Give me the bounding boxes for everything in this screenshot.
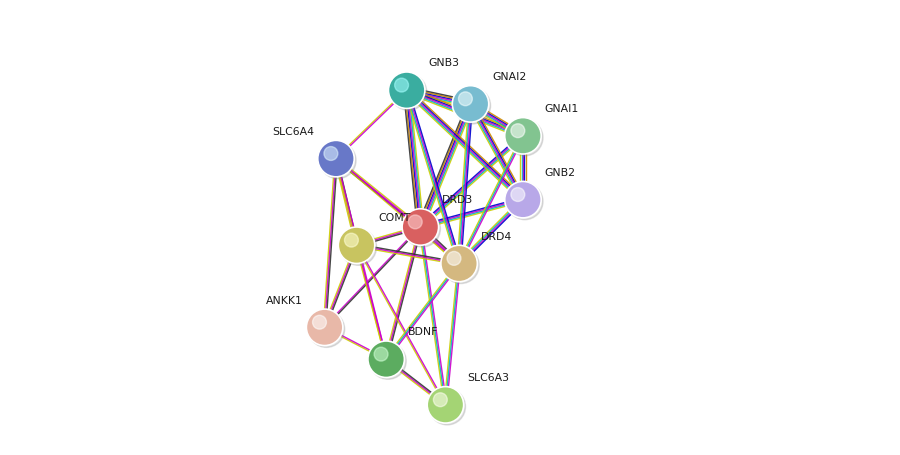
Circle shape: [308, 311, 345, 348]
Circle shape: [318, 141, 355, 177]
Text: DRD3: DRD3: [442, 195, 473, 205]
Circle shape: [404, 211, 440, 248]
Circle shape: [441, 246, 477, 282]
Circle shape: [505, 118, 541, 155]
Circle shape: [312, 316, 327, 329]
Text: GNAI1: GNAI1: [544, 104, 579, 114]
Text: SLC6A4: SLC6A4: [272, 126, 314, 136]
Circle shape: [368, 341, 404, 378]
Circle shape: [409, 216, 422, 229]
Circle shape: [511, 125, 525, 138]
Circle shape: [453, 86, 489, 123]
Circle shape: [370, 343, 406, 379]
Circle shape: [511, 188, 525, 202]
Circle shape: [389, 73, 425, 109]
Text: ANKK1: ANKK1: [266, 295, 302, 305]
Circle shape: [338, 228, 374, 264]
Circle shape: [429, 389, 465, 425]
Circle shape: [320, 143, 356, 179]
Text: GNB2: GNB2: [544, 167, 576, 177]
Circle shape: [458, 93, 473, 106]
Text: SLC6A3: SLC6A3: [467, 372, 509, 382]
Circle shape: [391, 75, 427, 111]
Circle shape: [345, 234, 358, 248]
Circle shape: [447, 252, 461, 266]
Circle shape: [507, 120, 543, 157]
Circle shape: [434, 393, 447, 407]
Circle shape: [454, 88, 490, 125]
Circle shape: [306, 309, 343, 346]
Text: GNB3: GNB3: [428, 58, 460, 68]
Text: COMT: COMT: [378, 213, 410, 223]
Circle shape: [394, 79, 409, 93]
Text: GNAI2: GNAI2: [492, 72, 526, 82]
Circle shape: [443, 248, 479, 284]
Circle shape: [374, 348, 388, 361]
Circle shape: [324, 147, 338, 161]
Text: DRD4: DRD4: [481, 231, 512, 241]
Circle shape: [507, 184, 543, 220]
Circle shape: [505, 182, 541, 218]
Circle shape: [340, 229, 376, 266]
Circle shape: [428, 387, 464, 423]
Circle shape: [402, 209, 438, 246]
Text: BDNF: BDNF: [408, 327, 438, 337]
